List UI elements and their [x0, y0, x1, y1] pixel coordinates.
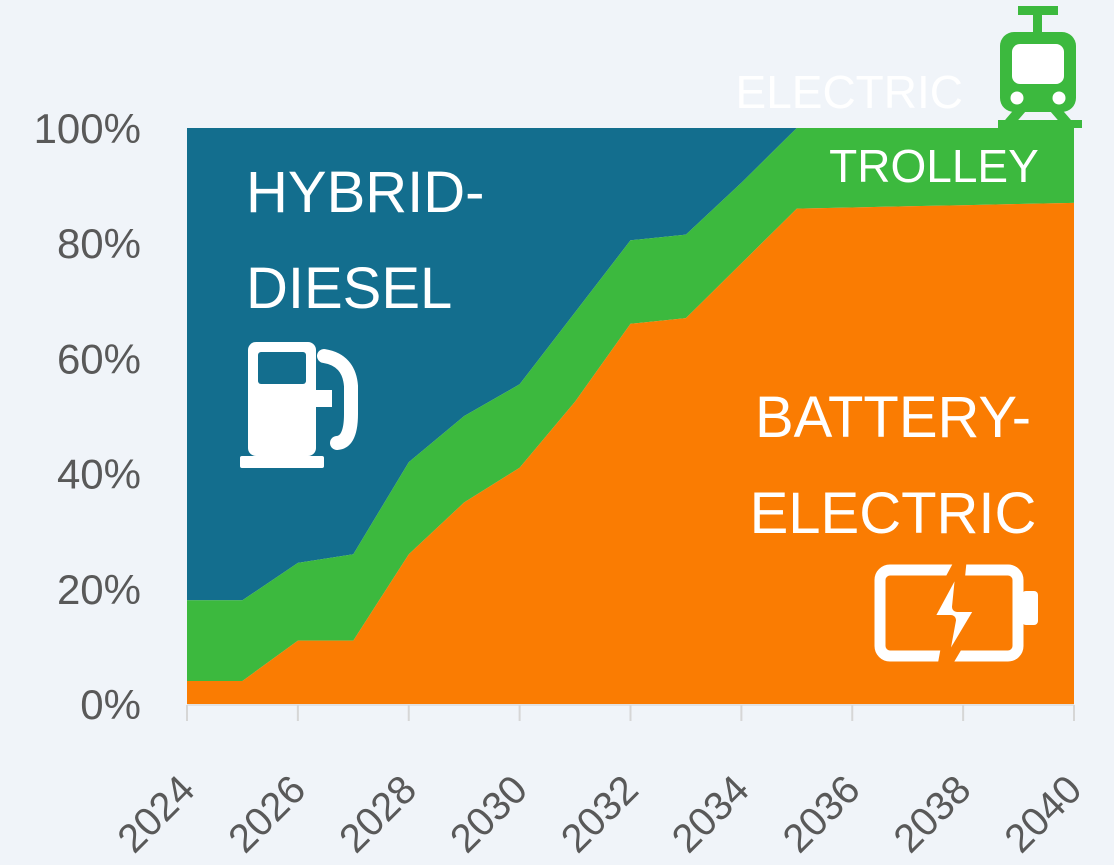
x-axis-label: 2024 [109, 767, 203, 860]
x-axis-label: 2030 [442, 767, 536, 860]
battery-electric-label-line2: ELECTRIC [750, 481, 1037, 546]
battery-electric-label-line1: BATTERY- [755, 385, 1031, 450]
trolley-label: TROLLEY [829, 140, 1039, 192]
battery-electric-area [187, 202, 1074, 704]
x-axis-label: 2034 [664, 767, 758, 860]
hybrid-diesel-area [187, 128, 797, 601]
y-axis-label: 60% [57, 335, 141, 382]
electric-trolley-area [187, 128, 1074, 681]
x-axis-label: 2038 [885, 767, 979, 860]
y-axis-label: 20% [57, 566, 141, 613]
y-axis-label: 80% [57, 220, 141, 267]
x-axis-label: 2032 [553, 767, 647, 860]
x-axis-label: 2026 [220, 767, 314, 860]
electric-label: ELECTRIC [736, 66, 963, 118]
hybrid-diesel-label-line2: DIESEL [246, 256, 452, 321]
series-labels: HYBRID- DIESEL BATTERY- ELECTRIC TROLLEY… [246, 66, 1039, 546]
x-axis-label: 2028 [331, 767, 425, 860]
y-axis-label: 100% [34, 105, 141, 152]
hybrid-diesel-label-line1: HYBRID- [246, 160, 484, 225]
y-axis-label: 40% [57, 451, 141, 498]
x-axis-label: 2040 [996, 767, 1090, 860]
fuel-pump-icon [240, 342, 358, 468]
trolley-tram-icon [998, 6, 1082, 128]
battery-charging-icon [874, 552, 1038, 679]
y-axis-label: 0% [80, 681, 141, 728]
x-axis-label: 2036 [775, 767, 869, 860]
chart-areas [187, 128, 1074, 704]
